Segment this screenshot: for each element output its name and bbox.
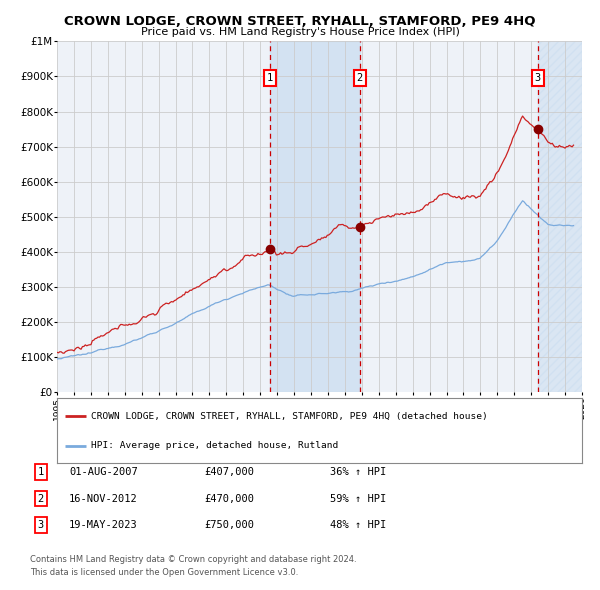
Text: 16-NOV-2012: 16-NOV-2012: [69, 494, 138, 503]
Text: 01-AUG-2007: 01-AUG-2007: [69, 467, 138, 477]
Text: 2: 2: [38, 494, 44, 503]
Text: 48% ↑ HPI: 48% ↑ HPI: [330, 520, 386, 530]
Text: 19-MAY-2023: 19-MAY-2023: [69, 520, 138, 530]
Text: CROWN LODGE, CROWN STREET, RYHALL, STAMFORD, PE9 4HQ (detached house): CROWN LODGE, CROWN STREET, RYHALL, STAMF…: [91, 412, 488, 421]
Text: £750,000: £750,000: [204, 520, 254, 530]
Text: Contains HM Land Registry data © Crown copyright and database right 2024.: Contains HM Land Registry data © Crown c…: [30, 555, 356, 563]
Text: This data is licensed under the Open Government Licence v3.0.: This data is licensed under the Open Gov…: [30, 568, 298, 576]
Text: Price paid vs. HM Land Registry's House Price Index (HPI): Price paid vs. HM Land Registry's House …: [140, 27, 460, 37]
Text: £407,000: £407,000: [204, 467, 254, 477]
Text: 3: 3: [38, 520, 44, 530]
Text: CROWN LODGE, CROWN STREET, RYHALL, STAMFORD, PE9 4HQ: CROWN LODGE, CROWN STREET, RYHALL, STAMF…: [64, 15, 536, 28]
Bar: [538, 41, 582, 392]
Text: £470,000: £470,000: [204, 494, 254, 503]
Text: 1: 1: [38, 467, 44, 477]
Text: 3: 3: [535, 73, 541, 83]
Text: 1: 1: [267, 73, 273, 83]
Text: HPI: Average price, detached house, Rutland: HPI: Average price, detached house, Rutl…: [91, 441, 338, 450]
Text: 59% ↑ HPI: 59% ↑ HPI: [330, 494, 386, 503]
Text: 2: 2: [356, 73, 363, 83]
Bar: [270, 41, 360, 392]
Text: 36% ↑ HPI: 36% ↑ HPI: [330, 467, 386, 477]
